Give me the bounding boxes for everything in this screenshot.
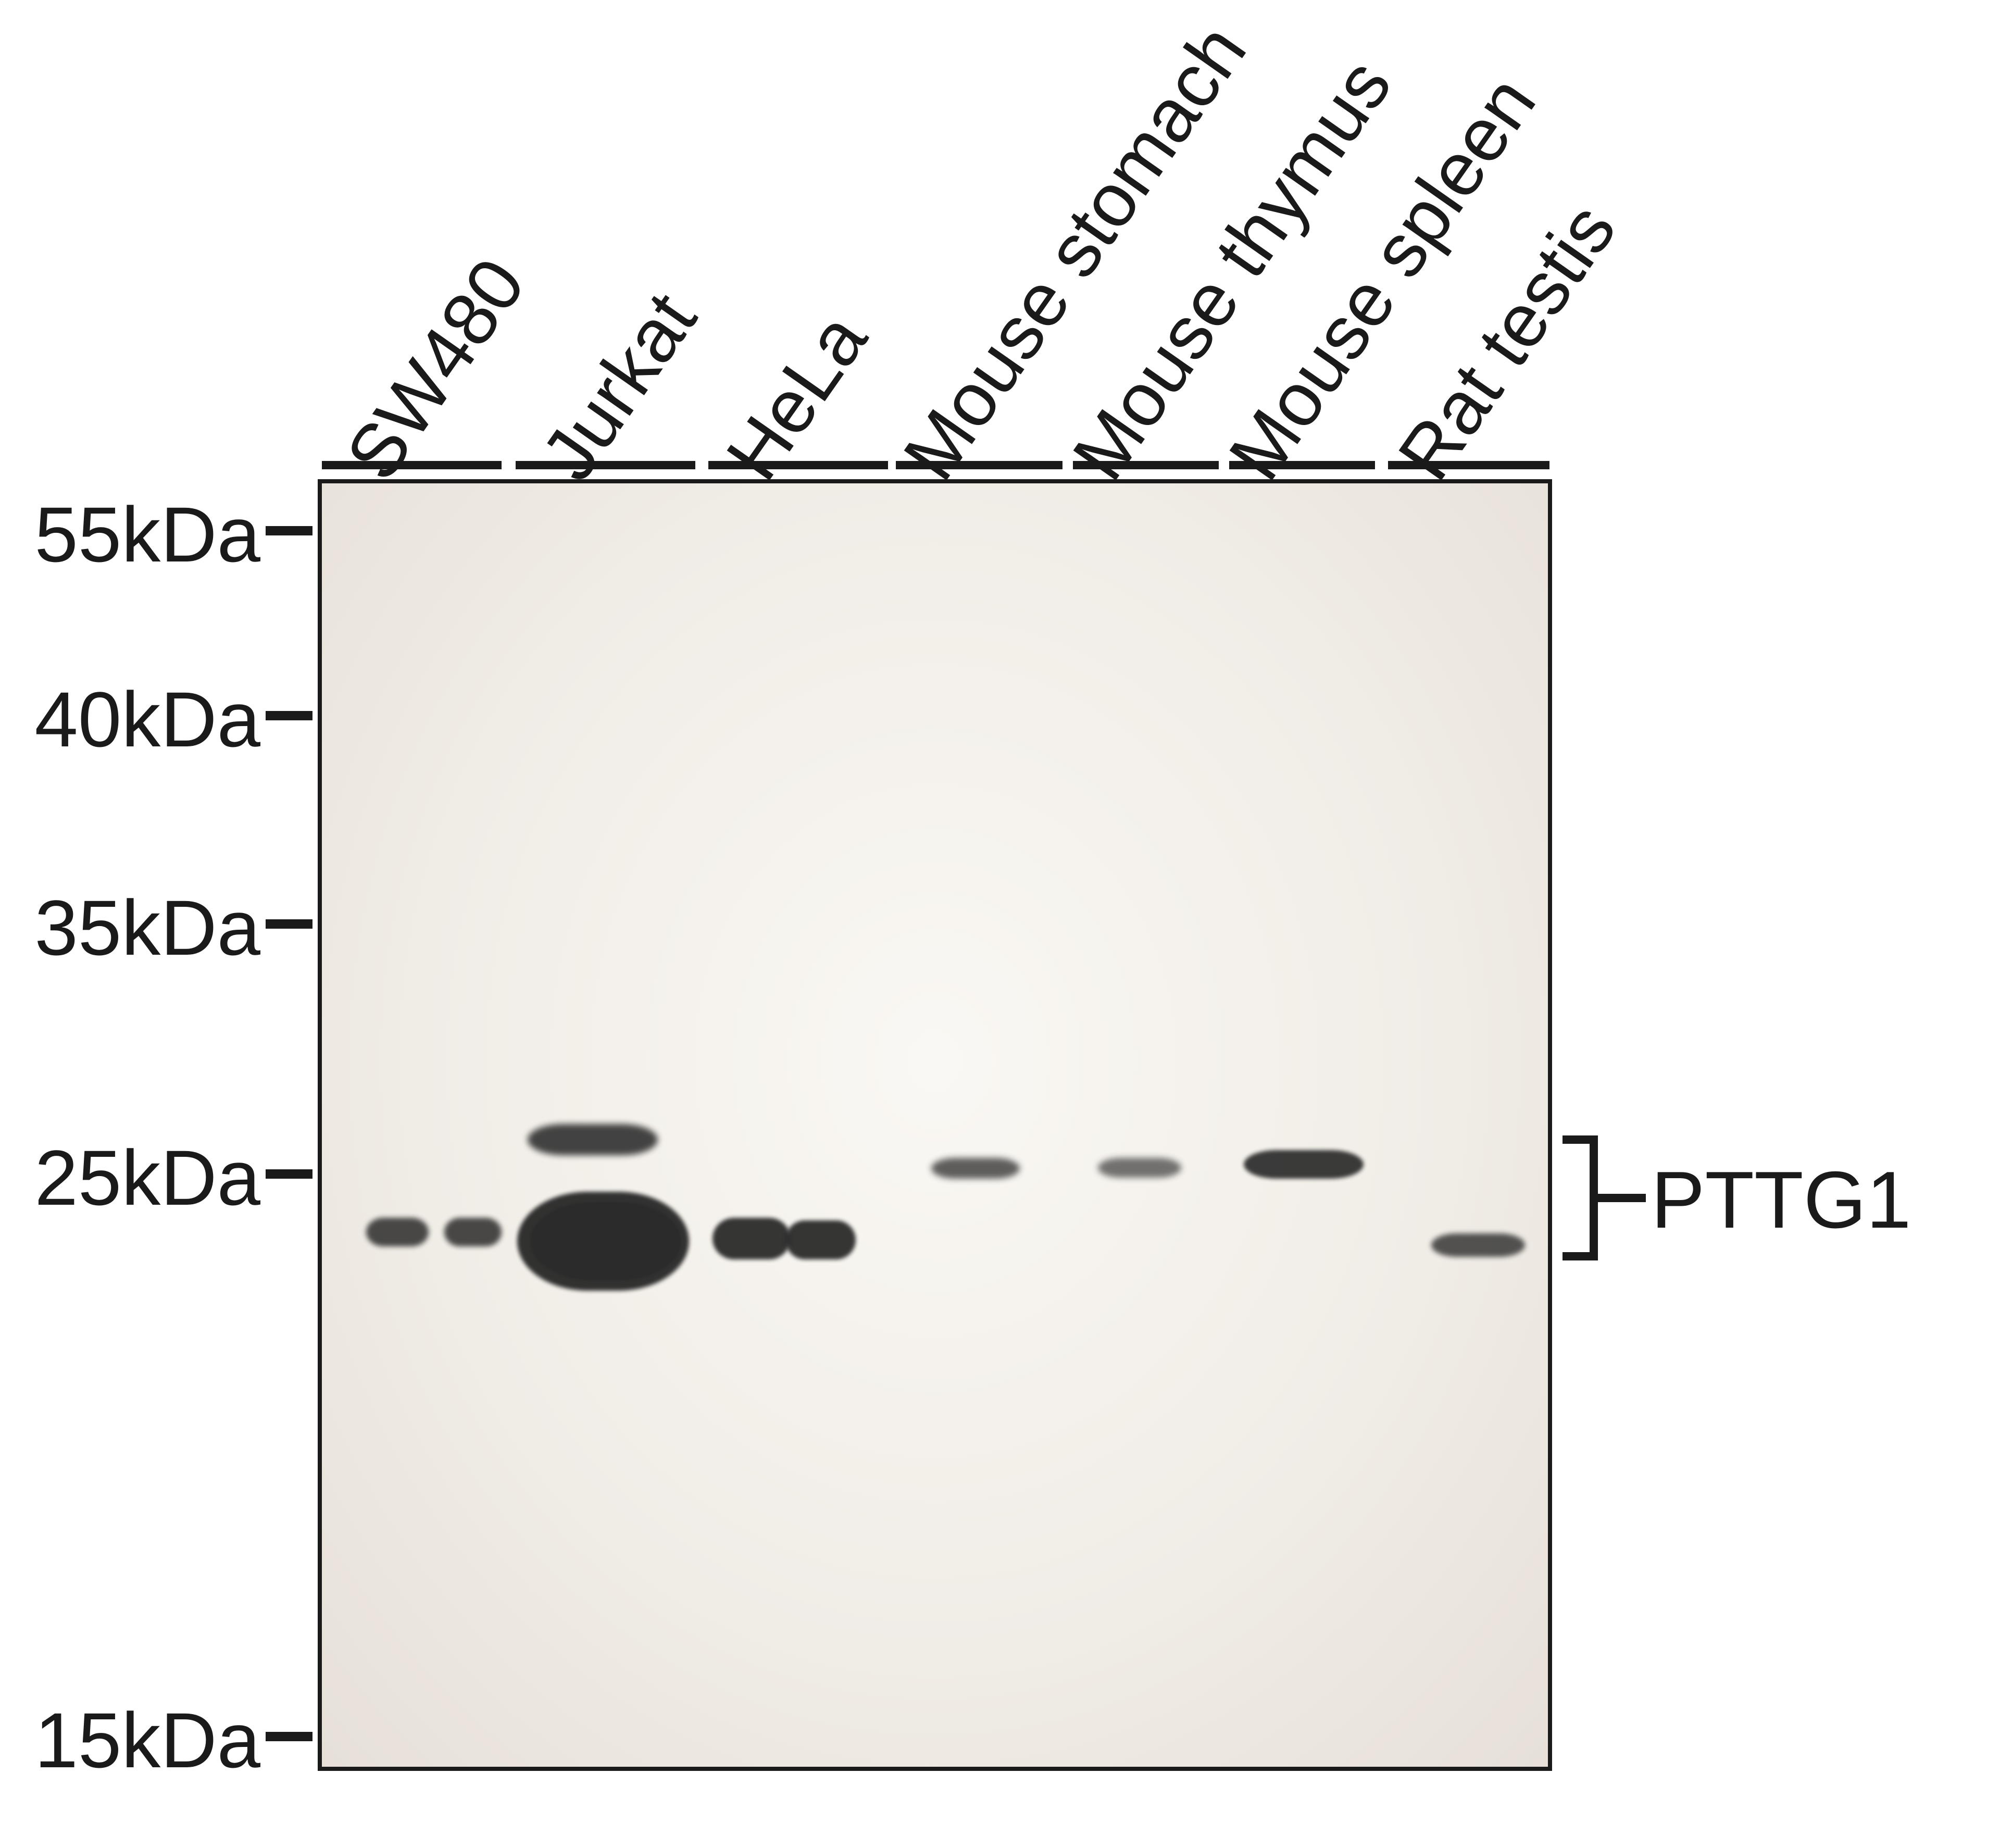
band-mouse-stomach (931, 1158, 1020, 1179)
lane-underline (1388, 461, 1549, 469)
lane-underline (1229, 461, 1375, 469)
marker-tick (266, 711, 312, 720)
marker-label-25kda: 25kDa (0, 1133, 260, 1223)
western-blot-figure: SW480 Jurkat HeLa Mouse stomach Mouse th… (0, 0, 2000, 1848)
protein-dash (1609, 1194, 1646, 1202)
band-mouse-thymus (1098, 1158, 1181, 1178)
lane-underline (896, 461, 1062, 469)
band-sw480-a (366, 1218, 429, 1246)
marker-label-55kda: 55kDa (0, 490, 260, 580)
lane-underline (1073, 461, 1219, 469)
marker-label-35kda: 35kDa (0, 883, 260, 973)
band-jurkat-main-inner (530, 1202, 681, 1280)
band-sw480-b (444, 1218, 502, 1246)
marker-tick (266, 1169, 312, 1179)
protein-label-pttg1: PTTG1 (1651, 1154, 1911, 1246)
band-jurkat-upper (528, 1124, 658, 1155)
marker-tick (266, 919, 312, 929)
band-hela-a (712, 1218, 791, 1259)
band-hela-b (785, 1220, 856, 1259)
lane-underline (322, 461, 502, 469)
lane-underline (516, 461, 695, 469)
marker-label-40kda: 40kDa (0, 675, 260, 765)
lane-label-sw480: SW480 (329, 243, 543, 495)
marker-tick (266, 1732, 312, 1741)
band-rat-testis (1431, 1233, 1525, 1257)
blot-membrane (318, 479, 1552, 1771)
lane-underline (708, 461, 888, 469)
protein-bracket (1562, 1135, 1609, 1260)
marker-label-15kda: 15kDa (0, 1695, 260, 1785)
band-mouse-spleen (1244, 1150, 1364, 1179)
marker-tick (266, 526, 312, 535)
